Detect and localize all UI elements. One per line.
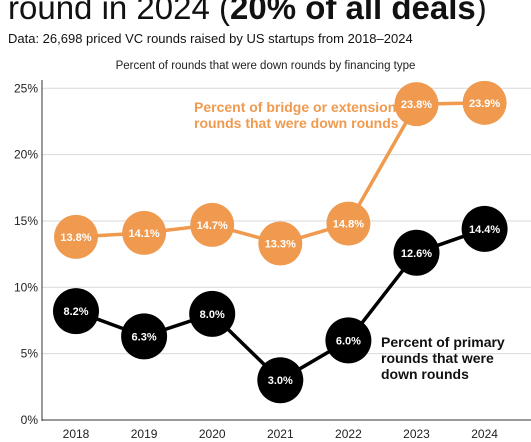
series-annotation: down rounds [381,366,469,382]
series-annotation: Percent of bridge or extension [194,99,396,115]
headline-prefix: round in 2024 ( [8,0,230,26]
data-label: 3.0% [268,375,293,387]
x-tick-label: 2019 [131,427,158,441]
y-tick-label: 5% [21,347,39,361]
data-label: 6.0% [336,335,361,347]
series-annotation: Percent of primary [381,334,505,350]
data-point [53,288,99,335]
data-label: 14.8% [333,219,364,231]
data-point [326,201,371,246]
x-tick-label: 2018 [63,427,90,441]
series-annotation: rounds that were down rounds [194,115,399,131]
data-label: 13.3% [265,239,296,251]
y-tick-label: 15% [14,214,38,228]
data-point [190,202,235,247]
x-tick-label: 2022 [335,427,362,441]
data-label: 6.3% [132,331,157,343]
data-label: 14.4% [469,224,500,236]
data-point [121,313,168,360]
data-label: 8.2% [63,306,88,318]
headline-bold: 20% of all deals [230,0,476,26]
data-label: 14.7% [197,220,228,232]
data-point [54,214,98,259]
y-tick-label: 20% [14,148,38,162]
data-point [461,205,508,252]
data-label: 23.8% [401,99,432,111]
x-tick-label: 2021 [267,427,294,441]
data-point [393,229,440,276]
x-tick-label: 2020 [199,427,226,441]
x-tick-label: 2023 [403,427,430,441]
series-annotation: rounds that were [381,350,494,366]
data-point [189,290,236,337]
x-tick-label: 2024 [471,427,498,441]
data-point [257,357,304,404]
data-label: 8.0% [200,309,225,321]
data-point [462,80,507,125]
data-label: 12.6% [401,248,432,260]
chart-title: Percent of rounds that were down rounds … [115,60,416,72]
data-point [325,317,372,364]
y-tick-label: 25% [14,81,38,95]
y-tick-label: 10% [14,280,38,294]
data-point [394,82,439,127]
data-label: 14.1% [128,228,159,240]
data-point [122,210,167,255]
data-label: 23.9% [469,98,500,110]
data-label: 13.8% [60,232,91,244]
headline: round in 2024 (20% of all deals) [8,0,487,26]
headline-suffix: ) [475,0,487,26]
y-tick-label: 0% [21,413,39,427]
data-note: Data: 26,698 priced VC rounds raised by … [8,31,413,46]
data-point [258,221,303,266]
